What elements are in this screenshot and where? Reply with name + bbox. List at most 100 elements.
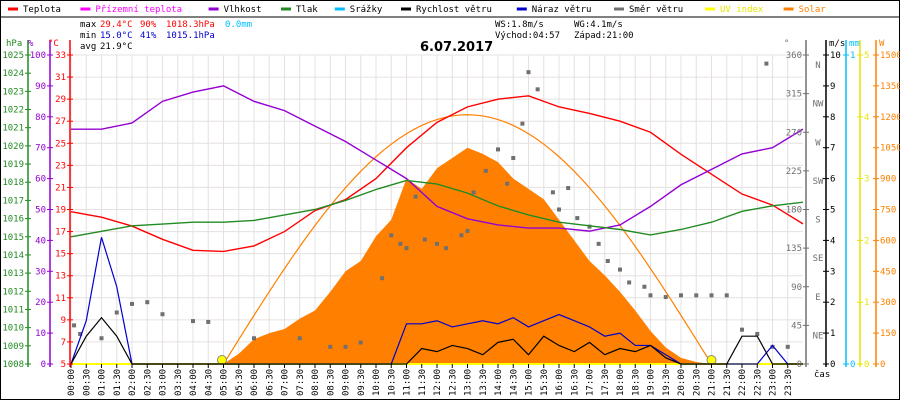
wind-tick-label: 6 bbox=[830, 175, 835, 185]
x-tick-label: 21:00 bbox=[708, 369, 718, 396]
uv-tick-label: 0 bbox=[864, 360, 869, 370]
min-press: 1015.1hPa bbox=[166, 31, 215, 41]
direction-compass-label: W bbox=[815, 138, 821, 148]
pressure-tick-label: 1020 bbox=[2, 142, 24, 152]
wind-direction-point bbox=[496, 147, 500, 152]
legend-label: Vlhkost bbox=[224, 5, 262, 15]
x-tick-label: 11:00 bbox=[403, 369, 413, 396]
direction-tick-label: 225 bbox=[786, 167, 802, 177]
solar-tick-label: 300 bbox=[880, 298, 896, 308]
x-tick-label: 07:00 bbox=[281, 369, 291, 396]
pressure-tick-label: 1013 bbox=[2, 269, 24, 279]
solar-tick-label: 1350 bbox=[880, 82, 900, 92]
temperature-tick-label: 33 bbox=[55, 51, 66, 61]
direction-compass-label: NE bbox=[813, 331, 824, 341]
wind-gust-max: WG:4.1m/s bbox=[574, 20, 623, 30]
x-tick-label: 07:30 bbox=[296, 369, 306, 396]
wind-direction-point bbox=[575, 216, 580, 221]
wind-tick-label: 0 bbox=[830, 360, 835, 370]
humidity-unit: % bbox=[28, 39, 34, 49]
humidity-tick-label: 20 bbox=[35, 298, 46, 308]
wind-direction-point bbox=[483, 168, 488, 173]
direction-unit: ° bbox=[784, 39, 789, 49]
solar-theoretical-line bbox=[222, 114, 713, 365]
uv-tick-label: 3 bbox=[864, 175, 869, 185]
solar-unit: W bbox=[879, 39, 885, 49]
solar-tick-label: 900 bbox=[880, 175, 896, 185]
direction-tick-label: 0 bbox=[797, 360, 802, 370]
pressure-tick-label: 1009 bbox=[2, 342, 24, 352]
x-tick-label: 01:30 bbox=[113, 369, 123, 396]
uv-tick-label: 4 bbox=[864, 113, 869, 123]
humidity-tick-label: 30 bbox=[35, 267, 46, 277]
x-tick-label: 01:00 bbox=[98, 369, 108, 396]
x-tick-label: 14:00 bbox=[494, 369, 504, 396]
x-tick-label: 02:00 bbox=[128, 369, 138, 396]
wind-direction-point bbox=[114, 310, 119, 315]
humidity-tick-label: 100 bbox=[30, 51, 46, 61]
wind-direction-point bbox=[550, 190, 555, 195]
pressure-tick-label: 1014 bbox=[2, 251, 24, 261]
solar-tick-label: 150 bbox=[880, 329, 896, 339]
wind-direction-point bbox=[535, 87, 540, 92]
x-tick-label: 05:00 bbox=[220, 369, 230, 396]
direction-compass-label: NW bbox=[813, 100, 824, 110]
temperature-tick-label: 25 bbox=[55, 139, 66, 149]
pressure-tick-label: 1012 bbox=[2, 287, 24, 297]
wind-direction-point bbox=[642, 284, 647, 289]
solar-area bbox=[71, 147, 803, 364]
legend-label: Srážky bbox=[350, 5, 383, 15]
wind-direction-point bbox=[78, 331, 83, 336]
legend-label: UV index bbox=[720, 5, 764, 15]
wind-direction-point bbox=[505, 181, 510, 186]
x-tick-label: 03:30 bbox=[174, 369, 184, 396]
wind-direction-point bbox=[740, 327, 744, 332]
x-tick-label: 06:00 bbox=[250, 369, 260, 396]
legend-label: Rychlost větru bbox=[416, 5, 492, 15]
max-hum: 90% bbox=[140, 20, 157, 30]
wind-direction-point bbox=[358, 340, 363, 345]
stats-block: max 29.4°C 90% 1018.3hPa 0.0mm min 15.0°… bbox=[80, 20, 634, 52]
direction-tick-label: 270 bbox=[786, 128, 802, 138]
wind-direction-point bbox=[413, 194, 418, 199]
uv-tick-label: 1 bbox=[864, 298, 869, 308]
x-axis-label: čas bbox=[814, 369, 830, 380]
chart-title: 6.07.2017 bbox=[420, 40, 493, 55]
solar-tick-label: 1200 bbox=[880, 113, 900, 123]
humidity-tick-label: 0 bbox=[41, 360, 46, 370]
wind-direction-point bbox=[511, 156, 516, 160]
max-rain: 0.0mm bbox=[225, 20, 252, 30]
solar-tick-label: 0 bbox=[880, 360, 885, 370]
pressure-tick-label: 1022 bbox=[2, 106, 24, 116]
rain-tick-label: 1 bbox=[850, 51, 855, 61]
wind-tick-label: 10 bbox=[830, 51, 841, 61]
legend: Teplota Přízemní teplota Vlhkost Tlak Srážky… bbox=[8, 5, 826, 15]
max-press: 1018.3hPa bbox=[166, 20, 215, 30]
legend-label: Solar bbox=[799, 5, 827, 15]
x-tick-label: 03:00 bbox=[159, 369, 169, 396]
x-tick-label: 21:30 bbox=[723, 369, 733, 396]
x-tick-label: 13:30 bbox=[479, 369, 489, 396]
wind-direction-point bbox=[343, 344, 348, 349]
x-tick-label: 00:30 bbox=[82, 369, 92, 396]
series-line-teplota bbox=[70, 95, 804, 253]
solar-tick-label: 600 bbox=[880, 236, 896, 246]
direction-compass-label: SE bbox=[813, 254, 824, 264]
wind-direction-point bbox=[145, 300, 150, 305]
x-tick-label: 23:30 bbox=[784, 369, 794, 396]
min-temp: 15.0°C bbox=[100, 31, 133, 41]
wind-tick-label: 3 bbox=[830, 267, 835, 277]
x-tick-label: 13:00 bbox=[464, 369, 474, 396]
avg-temp: 21.9°C bbox=[100, 42, 133, 52]
min-hum: 41% bbox=[140, 31, 157, 41]
x-tick-label: 17:00 bbox=[586, 369, 596, 396]
wind-direction-point bbox=[605, 259, 610, 263]
wind-direction-point bbox=[618, 267, 622, 272]
temperature-tick-label: 5 bbox=[61, 360, 66, 370]
wind-speed-avg: WS:1.8m/s bbox=[495, 20, 544, 30]
wind-direction-point bbox=[297, 336, 302, 341]
pressure-tick-label: 1023 bbox=[2, 87, 24, 97]
wind-tick-label: 9 bbox=[830, 82, 835, 92]
wind-direction-point bbox=[459, 233, 464, 238]
